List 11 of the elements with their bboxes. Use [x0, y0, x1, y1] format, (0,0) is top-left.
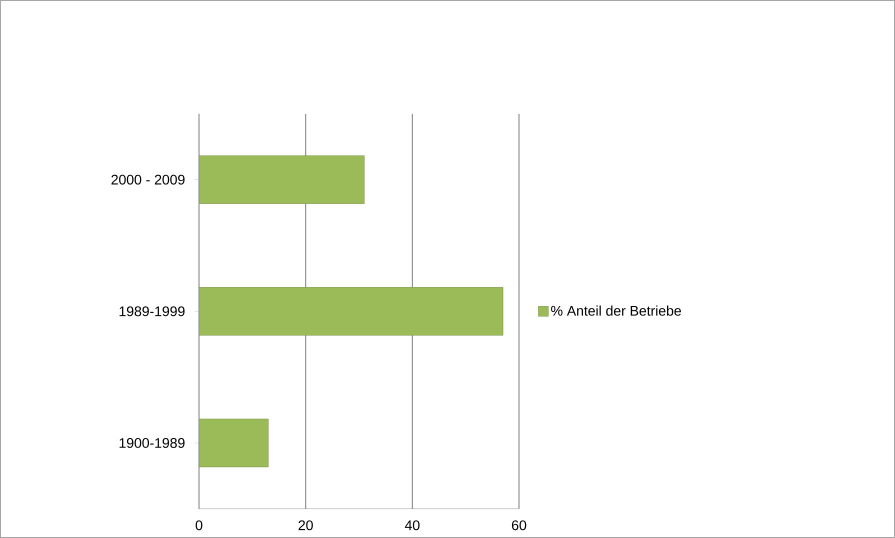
- x-tick-label: 60: [512, 520, 526, 530]
- bar: [199, 418, 269, 468]
- y-tick-label: 1989-1999: [120, 306, 185, 316]
- x-tick-label: 20: [298, 520, 313, 530]
- x-tick-label: 40: [404, 520, 420, 530]
- x-tick-label: 0: [196, 520, 202, 530]
- y-tick-label: 2000 - 2009: [111, 174, 185, 185]
- y-tick-label: 1900-1989: [120, 438, 185, 448]
- legend-label: % Anteil der Betriebe: [551, 306, 681, 316]
- bar: [199, 155, 365, 204]
- bar: [199, 287, 504, 336]
